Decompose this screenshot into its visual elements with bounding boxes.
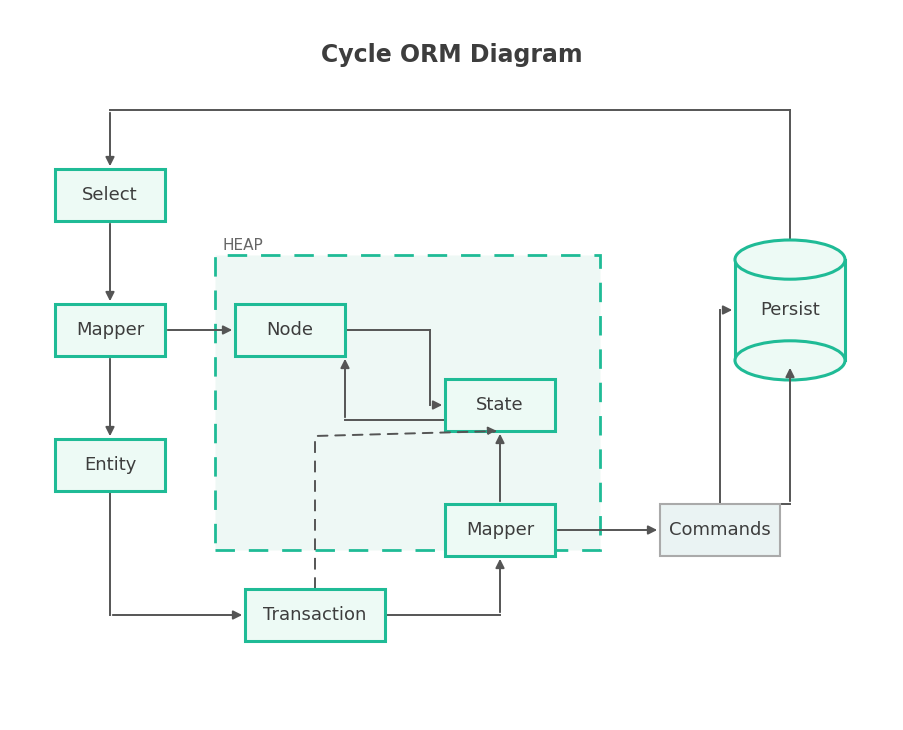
Text: State: State [476, 396, 523, 414]
Text: Persist: Persist [759, 301, 819, 319]
Ellipse shape [734, 341, 844, 380]
FancyBboxPatch shape [55, 304, 165, 356]
Text: Mapper: Mapper [465, 521, 534, 539]
Bar [215, 255, 600, 550]
Text: Commands: Commands [668, 521, 770, 539]
FancyBboxPatch shape [55, 439, 165, 491]
Bar [734, 260, 844, 361]
Text: Entity: Entity [84, 456, 136, 474]
Text: Node: Node [266, 321, 313, 339]
FancyBboxPatch shape [444, 504, 554, 556]
FancyBboxPatch shape [235, 304, 345, 356]
Text: HEAP: HEAP [223, 238, 264, 253]
FancyBboxPatch shape [444, 379, 554, 431]
FancyBboxPatch shape [55, 169, 165, 221]
Ellipse shape [734, 240, 844, 279]
FancyBboxPatch shape [245, 589, 385, 641]
FancyBboxPatch shape [659, 504, 779, 556]
Text: Cycle ORM Diagram: Cycle ORM Diagram [321, 43, 582, 67]
Text: Mapper: Mapper [76, 321, 144, 339]
Text: Transaction: Transaction [263, 606, 367, 624]
Text: Select: Select [82, 186, 137, 204]
